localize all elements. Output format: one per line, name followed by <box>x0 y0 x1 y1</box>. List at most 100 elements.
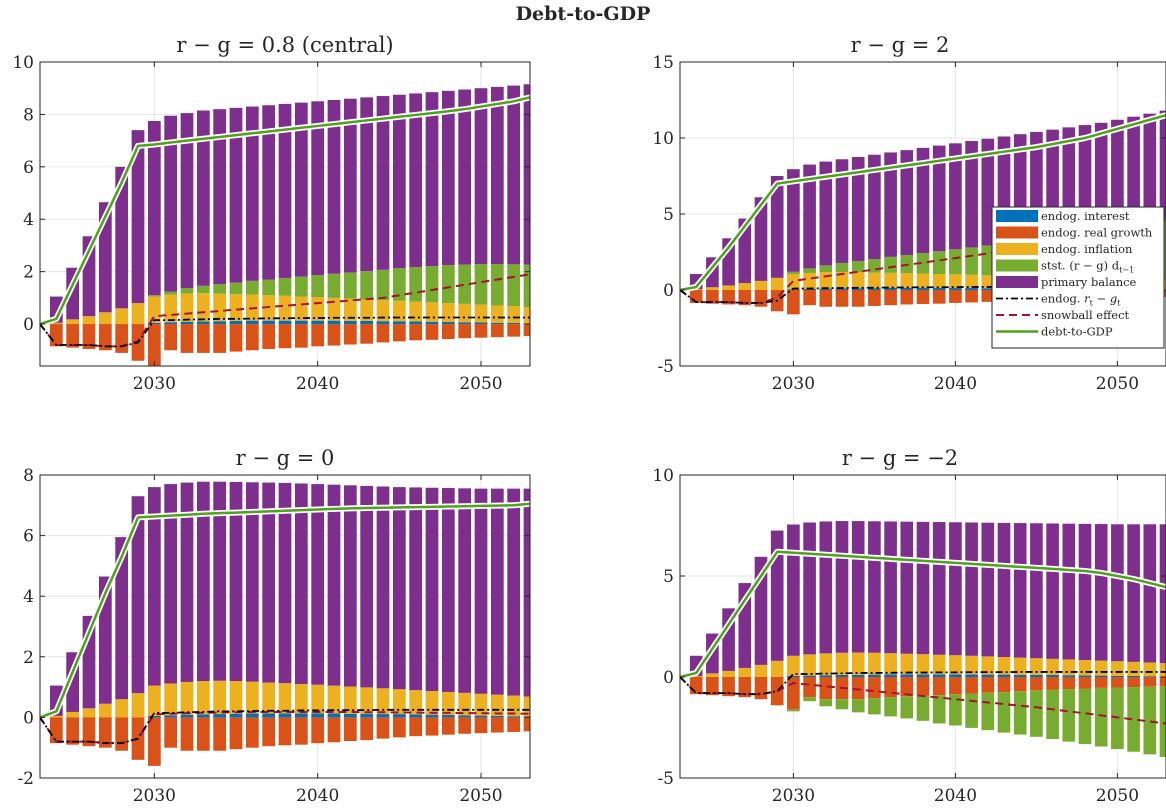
y-tick-label: 10 <box>652 466 674 486</box>
bar-inflation <box>197 293 210 321</box>
bar-interest <box>246 713 259 717</box>
bar-real-growth <box>965 290 978 302</box>
bar-interest <box>442 715 455 717</box>
bar-interest <box>230 321 243 324</box>
bar-inflation <box>262 683 275 714</box>
bar-interest <box>181 322 194 324</box>
bar-primary-balance <box>426 488 439 691</box>
bar-inflation <box>99 312 112 324</box>
bar-primary-balance <box>360 486 373 687</box>
bar-interest <box>409 714 422 717</box>
y-tick-label: 2 <box>23 263 34 283</box>
bar-interest <box>344 714 357 718</box>
bar-inflation <box>181 682 194 715</box>
y-tick-label: 8 <box>23 466 34 486</box>
x-tick-label: 2030 <box>133 374 176 394</box>
bar-stst <box>836 263 849 272</box>
bar-real-growth <box>917 290 930 304</box>
bar-stst <box>803 697 816 701</box>
bar-stst <box>819 699 832 706</box>
bar-real-growth <box>197 324 210 353</box>
bar-real-growth <box>755 290 768 307</box>
bar-stst <box>933 251 946 274</box>
bar-inflation <box>279 683 292 713</box>
bar-primary-balance <box>787 524 800 655</box>
bar-real-growth <box>311 717 324 743</box>
bar-inflation <box>409 690 422 714</box>
bar-primary-balance <box>475 88 488 264</box>
bar-primary-balance <box>803 522 816 654</box>
bar-primary-balance <box>1160 524 1166 663</box>
bar-real-growth <box>442 717 455 734</box>
bar-real-growth <box>246 717 259 747</box>
y-tick-label: 10 <box>12 53 34 73</box>
bar-inflation <box>852 653 865 675</box>
y-tick-label: 4 <box>23 210 34 230</box>
bar-real-growth <box>998 677 1011 692</box>
y-tick-label: -2 <box>17 769 34 789</box>
bar-interest <box>377 714 390 717</box>
bar-stst <box>852 699 865 712</box>
bar-real-growth <box>426 324 439 340</box>
bar-stst <box>998 692 1011 732</box>
bar-real-growth <box>115 717 128 750</box>
x-tick-label: 2040 <box>934 786 977 805</box>
bar-interest <box>917 288 930 290</box>
bar-inflation <box>787 656 800 676</box>
bar-interest <box>409 321 422 324</box>
bar-real-growth <box>344 324 357 344</box>
bar-inflation <box>164 683 177 715</box>
bar-primary-balance <box>1079 524 1092 660</box>
bar-inflation <box>458 304 471 322</box>
bar-stst <box>246 281 259 295</box>
bar-interest <box>819 675 832 677</box>
bar-interest <box>279 321 292 324</box>
bar-inflation <box>148 297 161 323</box>
y-tick-label: -5 <box>657 769 674 789</box>
panel-title: r − g = 0.8 (central) <box>176 33 393 57</box>
bar-interest <box>1127 676 1140 677</box>
bar-real-growth <box>868 677 881 698</box>
bar-inflation <box>900 273 913 288</box>
bar-real-growth <box>852 290 865 307</box>
bar-interest <box>852 675 865 677</box>
bar-primary-balance <box>458 90 471 265</box>
bar-interest <box>360 714 373 718</box>
bar-interest <box>311 713 324 717</box>
bar-interest <box>949 288 962 290</box>
bar-real-growth <box>164 324 177 350</box>
bar-stst <box>295 277 308 297</box>
bar-stst <box>344 272 357 298</box>
bar-inflation <box>181 293 194 321</box>
legend-label: debt-to-GDP <box>1041 325 1113 339</box>
bar-real-growth <box>1062 677 1075 689</box>
bar-interest <box>917 674 930 677</box>
bar-interest <box>377 321 390 324</box>
bar-primary-balance <box>917 522 930 654</box>
y-tick-label: 5 <box>663 205 674 225</box>
bar-real-growth <box>458 324 471 338</box>
bar-inflation <box>1111 661 1124 676</box>
bar-inflation <box>115 308 128 324</box>
y-tick-label: 0 <box>663 668 674 688</box>
bar-real-growth <box>884 290 897 305</box>
bar-stst <box>328 274 341 298</box>
bar-stst <box>262 280 275 296</box>
bar-inflation <box>755 665 768 677</box>
bar-inflation <box>458 693 471 715</box>
bar-primary-balance <box>998 523 1011 657</box>
bar-stst <box>1030 690 1043 736</box>
bar-inflation <box>965 275 978 288</box>
bar-inflation <box>164 295 177 323</box>
bar-stst <box>949 249 962 274</box>
bar-real-growth <box>393 324 406 341</box>
bar-inflation <box>706 673 719 677</box>
bar-interest <box>884 674 897 677</box>
bar-inflation <box>442 303 455 322</box>
bar-inflation <box>1160 663 1166 676</box>
bar-real-growth <box>50 324 63 346</box>
bar-interest <box>998 675 1011 677</box>
bar-interest <box>507 716 520 717</box>
bar-stst <box>787 709 800 711</box>
